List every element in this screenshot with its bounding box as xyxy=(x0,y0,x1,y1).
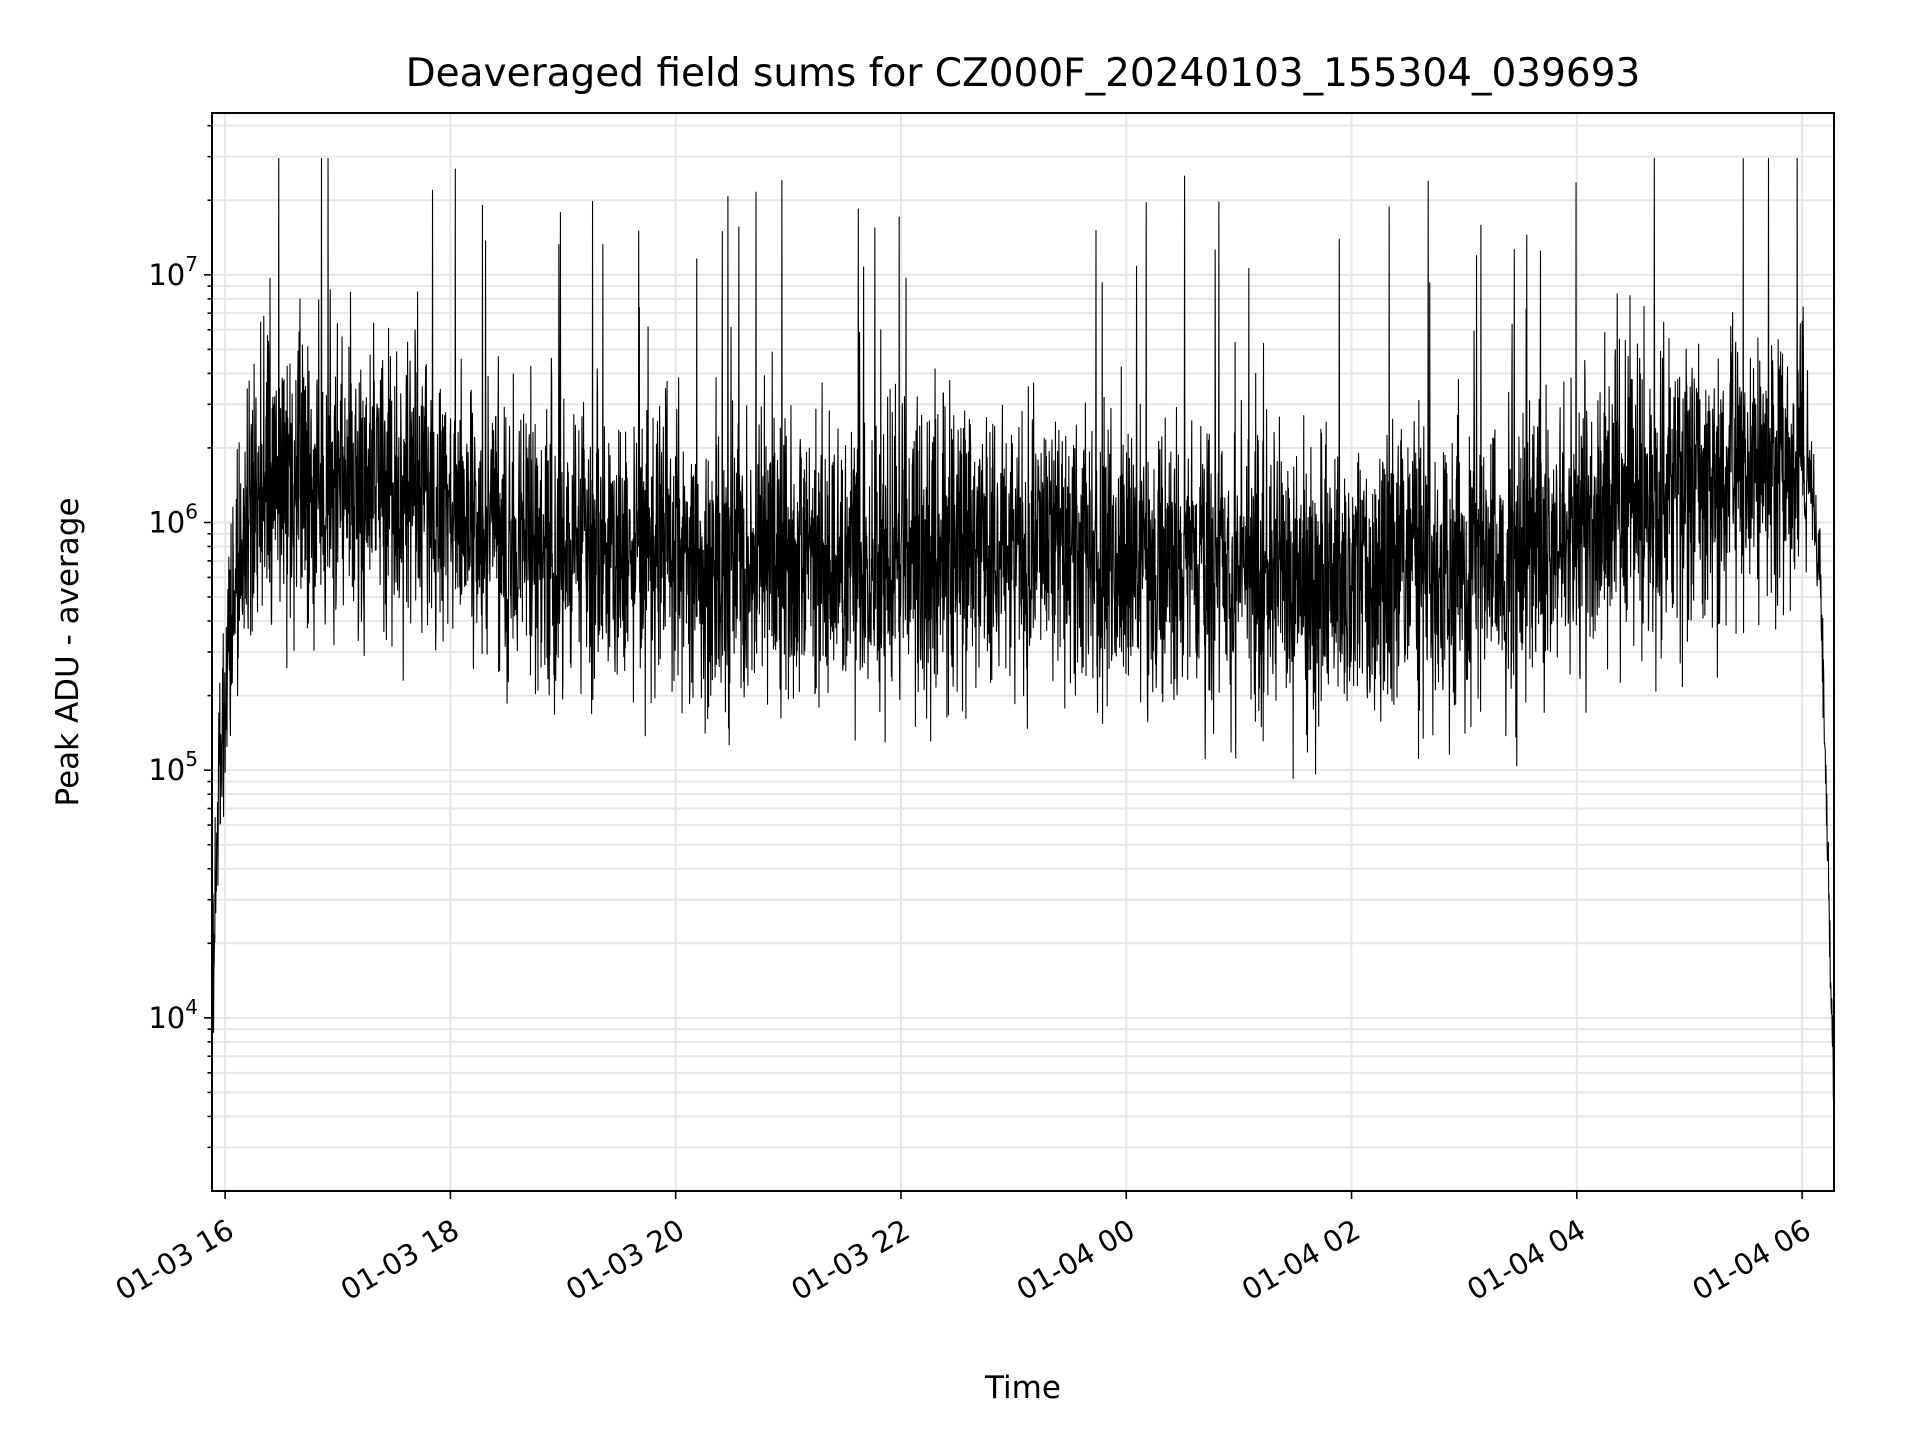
y-axis-label: Peak ADU - average xyxy=(50,497,86,806)
chart-title: Deaveraged field sums for CZ000F_2024010… xyxy=(406,51,1641,96)
tick-layer xyxy=(204,124,1803,1199)
x-tick-label: 01-03 20 xyxy=(560,1212,690,1307)
series-layer xyxy=(211,157,1835,1130)
x-tick-label: 01-04 00 xyxy=(1011,1212,1141,1307)
x-axis-label: Time xyxy=(984,1370,1061,1406)
x-tick-label: 01-04 06 xyxy=(1687,1212,1817,1307)
x-tick-label: 01-04 04 xyxy=(1461,1212,1591,1307)
y-tick-label: 104 xyxy=(148,995,198,1035)
x-tick-label: 01-03 18 xyxy=(335,1212,465,1307)
series-line xyxy=(211,157,1835,1130)
x-tick-label: 01-03 16 xyxy=(110,1212,240,1307)
y-tick-label: 107 xyxy=(148,252,198,292)
x-tick-label: 01-04 02 xyxy=(1236,1212,1366,1307)
x-tick-labels: 01-03 16 01-03 18 01-03 20 01-03 22 01-04 00… xyxy=(110,1212,1817,1307)
y-tick-label: 106 xyxy=(148,499,198,539)
x-tick-label: 01-03 22 xyxy=(785,1212,915,1307)
y-tick-labels: 104 105 106 107 xyxy=(148,252,198,1035)
y-tick-label: 105 xyxy=(148,747,198,787)
